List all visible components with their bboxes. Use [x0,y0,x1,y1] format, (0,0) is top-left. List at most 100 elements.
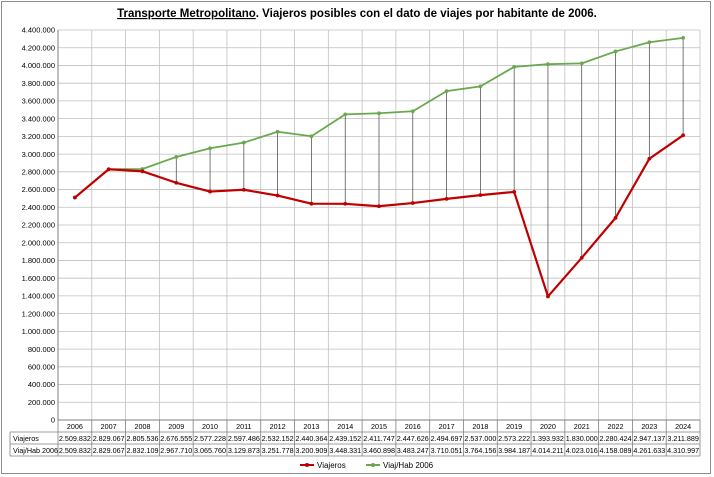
table-row-label: Viaj/Hab 2006 [13,446,58,455]
legend-label: Viaj/Hab 2006 [383,461,434,470]
x-tick-label: 2019 [506,422,522,431]
data-point [410,109,415,114]
data-point [275,193,280,198]
x-tick-label: 2023 [641,422,657,431]
x-tick-label: 2020 [540,422,556,431]
data-point [512,64,517,69]
table-cell: 3.710.051 [431,446,463,455]
y-tick-label: 3.000.000 [22,150,55,159]
data-point [546,294,550,299]
data-point [174,155,179,159]
x-tick-label: 2014 [337,422,353,431]
table-cell: 4.261.633 [633,446,665,455]
table-cell: 3.211.889 [667,434,698,443]
data-point [241,187,246,192]
x-tick-label: 2016 [405,422,421,431]
legend: Viajeros Viaj/Hab 2006 [300,461,434,470]
data-point [647,156,652,161]
data-point [208,146,212,151]
data-point [410,201,415,205]
table-cell: 2.967.710 [160,446,192,455]
table-cell: 3.251.778 [262,446,294,455]
x-tick-label: 2007 [101,422,117,431]
y-tick-label: 3.400.000 [22,114,55,123]
table-cell: 3.984.187 [498,446,530,455]
table-cell: 3.483.247 [397,446,429,455]
x-tick-label: 2010 [202,422,218,431]
chart-title-underlined: Transporte Metropolitano [117,8,256,20]
y-tick-label: 1.400.000 [22,292,55,301]
y-tick-label: 600.000 [28,363,55,372]
table-cell: 2.509.832 [59,446,91,455]
y-tick-label: 0 [51,416,55,425]
data-point [72,195,77,200]
table-cell: 2.829.067 [93,434,125,443]
grid-lines [57,29,701,421]
table-cell: 2.280.424 [600,434,632,443]
table-cell: 3.448.331 [329,446,361,455]
chart-title-rest: . Viajeros posibles con el dato de viaje… [256,8,597,20]
data-point [241,140,246,145]
y-tick-label: 1.600.000 [22,274,55,283]
table-cell: 1.393.932 [532,434,564,443]
table-cell: 1.830.000 [566,434,598,443]
table-cell: 2.537.000 [464,434,496,443]
table-cell: 2.440.364 [295,434,327,443]
data-point [106,167,111,172]
y-tick-label: 3.600.000 [22,97,55,106]
table-cell: 3.200.909 [295,446,327,455]
data-point [343,112,348,117]
x-tick-label: 2022 [608,422,624,431]
legend-label: Viajeros [317,461,346,470]
data-point [309,134,314,139]
table-cell: 2.439.152 [329,434,361,443]
x-tick-label: 2024 [675,422,691,431]
table-cell: 3.129.873 [228,446,260,455]
table-cell: 4.014.211 [532,446,563,455]
data-point [512,190,517,194]
y-axis-ticks: 0 200.000 400.000 600.000 800.000 1.000.000 1.… [22,26,55,425]
y-tick-label: 800.000 [28,345,55,354]
y-tick-label: 3.800.000 [22,79,55,88]
y-tick-label: 4.200.000 [22,43,55,52]
data-point [613,49,618,54]
data-point [309,201,314,206]
table-cell: 3.065.760 [194,446,226,455]
legend-marker [371,463,375,467]
data-point [275,129,280,134]
table-cell: 3.764.156 [464,446,496,455]
table-cell: 4.158.089 [600,446,632,455]
data-point [444,89,449,94]
data-point [681,35,686,40]
x-tick-label: 2009 [168,422,184,431]
data-point [444,196,449,201]
y-tick-label: 400.000 [28,380,55,389]
data-point [174,180,179,185]
data-point [546,62,550,67]
y-tick-label: 2.400.000 [22,203,55,212]
drop-lines [142,37,684,297]
table-cell: 2.832.109 [126,446,158,455]
table-cell: 4.310.997 [667,446,699,455]
table-cell: 4.023.016 [566,446,598,455]
x-tick-label: 2018 [472,422,488,431]
series-group [72,35,686,299]
table-cell: 2.447.626 [397,434,429,443]
data-point [208,189,212,194]
x-tick-label: 2013 [303,422,319,431]
table-cell: 3.460.898 [363,446,395,455]
y-tick-label: 4.400.000 [22,26,55,35]
y-tick-label: 3.200.000 [22,132,55,141]
data-point [377,204,381,209]
data-point [647,40,652,45]
data-point [478,84,483,89]
data-point [613,215,618,220]
table-cell: 2.573.222 [498,434,530,443]
x-tick-label: 2021 [574,422,590,431]
table-cell: 2.676.555 [160,434,192,443]
table-cell: 2.577.228 [194,434,226,443]
table-cell: 2.805.536 [126,434,158,443]
data-point [681,133,686,138]
x-tick-label: 2015 [371,422,387,431]
